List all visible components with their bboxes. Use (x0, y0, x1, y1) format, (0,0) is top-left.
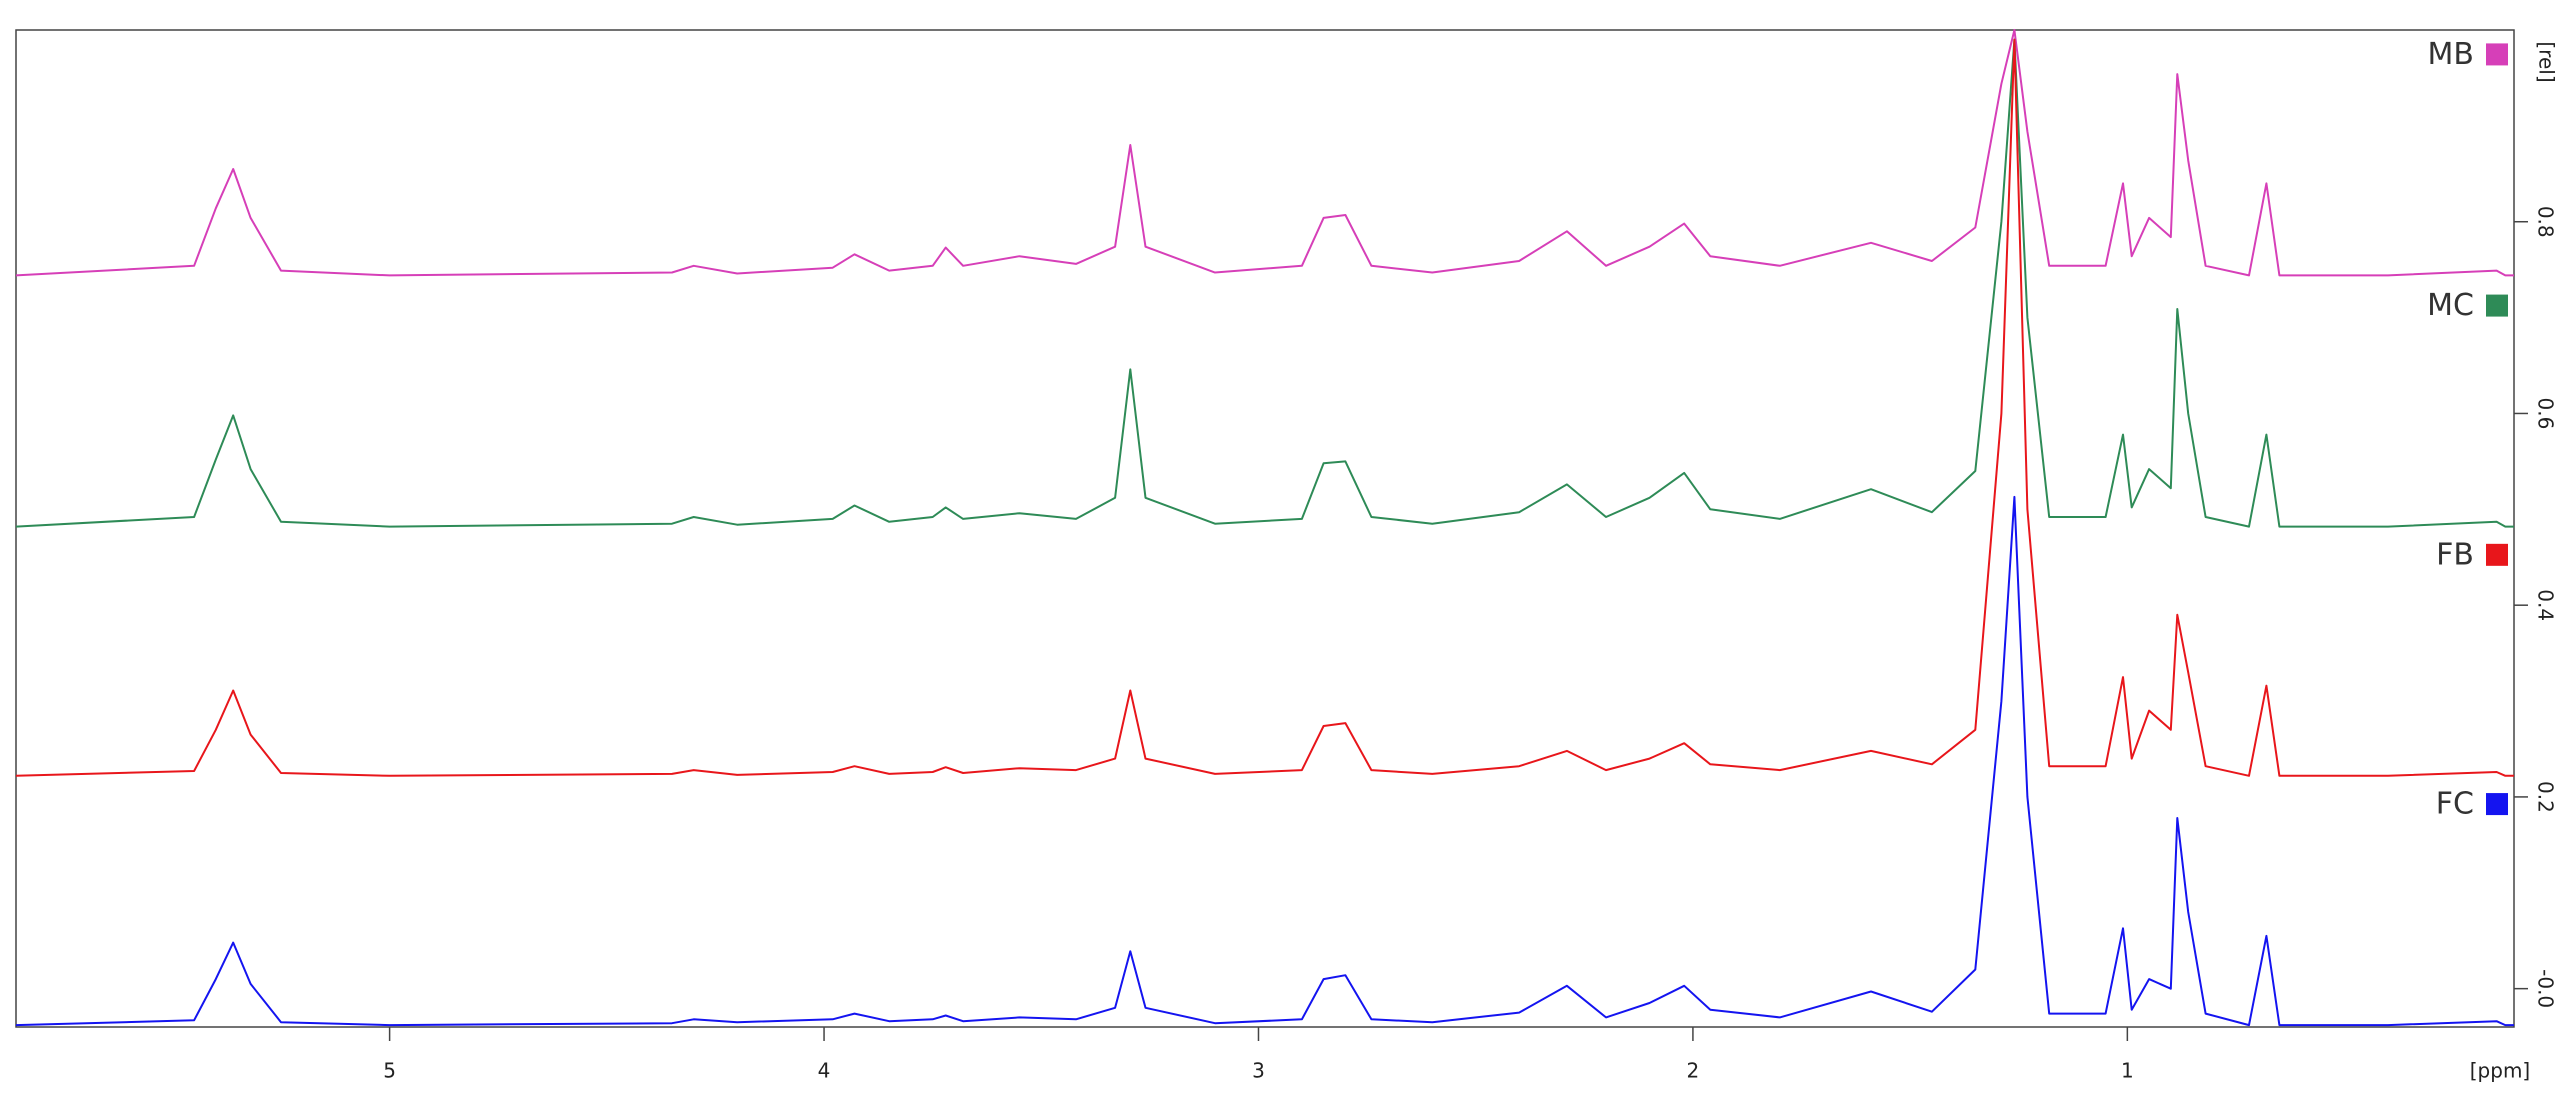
y-tick-label: 0.8 (2534, 206, 2558, 238)
y-axis-label: [rel] (2535, 41, 2559, 82)
y-tick-label: 0.4 (2534, 589, 2558, 621)
spectrum-line (15, 29, 2514, 277)
spectrum-line (15, 38, 2514, 528)
legend-swatch (2486, 43, 2508, 66)
legend-text: FB (2436, 537, 2474, 572)
x-tick-label: 2 (1687, 1059, 1700, 1083)
legend-text: FC (2436, 787, 2474, 822)
x-tick-label: 4 (818, 1059, 831, 1083)
y-tick-label: -0.0 (2534, 969, 2558, 1008)
x-tick-label: 1 (2121, 1059, 2134, 1083)
legend-swatch (2486, 294, 2508, 317)
x-tick-label: 3 (1252, 1059, 1265, 1083)
y-tick-label: 0.6 (2534, 398, 2558, 430)
spectrum-line (15, 38, 2514, 777)
legend-swatch (2486, 793, 2508, 816)
legend-text: MC (2427, 288, 2474, 323)
legend-swatch (2486, 543, 2508, 566)
legend-text: MB (2428, 37, 2474, 72)
spectrum-line (15, 495, 2514, 1027)
x-tick-label: 5 (383, 1059, 396, 1083)
y-tick-label: 0.2 (2534, 781, 2558, 813)
x-axis-label: [ppm] (2470, 1059, 2530, 1083)
plot-frame (15, 29, 2515, 1028)
